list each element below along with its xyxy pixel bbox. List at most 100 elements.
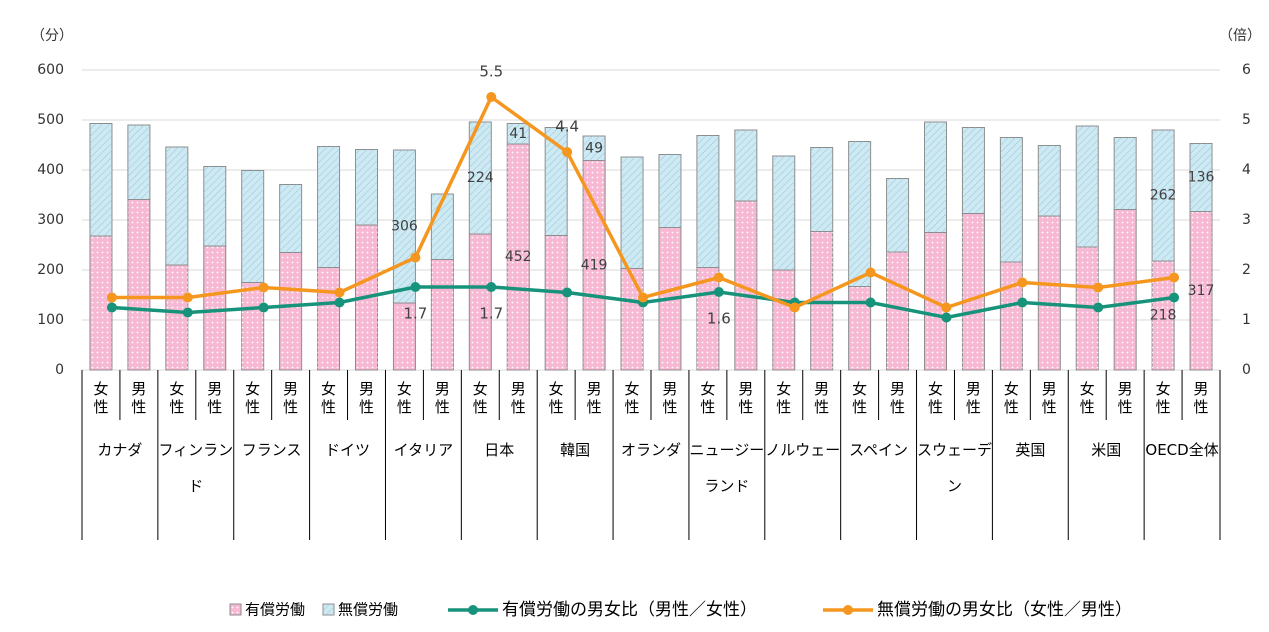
line-marker xyxy=(562,287,573,298)
group-label: ノルウェー xyxy=(765,441,841,459)
x-tick-label: 女性 xyxy=(396,380,412,416)
group-label: オランダ xyxy=(620,441,681,459)
line-marker xyxy=(410,282,421,292)
bar-texture xyxy=(924,122,947,233)
bar-texture xyxy=(1000,262,1023,370)
bar-texture xyxy=(1114,137,1137,210)
bar-texture xyxy=(279,184,302,253)
data-label: 452 xyxy=(505,249,532,265)
bar-texture xyxy=(583,136,606,161)
group-label: ドイツ xyxy=(325,441,371,459)
group-label: 韓国 xyxy=(560,441,591,459)
bar-texture xyxy=(89,236,112,370)
x-tick-label: 男性 xyxy=(738,380,754,416)
bar-texture xyxy=(621,268,644,370)
line-marker xyxy=(941,302,952,313)
line-marker xyxy=(1093,282,1104,293)
x-tick-label: 男性 xyxy=(1193,380,1209,416)
x-tick-label: 女性 xyxy=(700,380,716,416)
line-marker xyxy=(865,267,876,278)
bar-texture xyxy=(127,125,150,200)
data-label: 419 xyxy=(581,257,608,273)
line-marker xyxy=(562,147,573,157)
bar-texture xyxy=(734,201,757,370)
y-tick-label: 600 xyxy=(37,62,64,78)
bar-texture xyxy=(165,265,188,370)
bar-texture xyxy=(1190,211,1213,370)
bar-texture xyxy=(203,166,226,246)
bar-texture xyxy=(469,234,492,370)
line-marker xyxy=(789,302,800,313)
x-tick-label: 女性 xyxy=(93,380,109,416)
legend-label: 有償労働 xyxy=(245,601,305,619)
line-marker xyxy=(258,302,269,313)
legend-label: 無償労働 xyxy=(338,601,398,619)
bar-texture xyxy=(393,303,416,370)
bar-texture xyxy=(658,154,681,228)
x-tick-label: 女性 xyxy=(548,380,564,416)
line-label: 1.7 xyxy=(479,305,503,323)
x-tick-label: 男性 xyxy=(434,380,450,416)
x-tick-label: 女性 xyxy=(245,380,261,416)
bar-texture xyxy=(355,149,378,225)
line-marker xyxy=(1169,292,1180,303)
group-label: カナダ xyxy=(97,441,143,459)
line-marker xyxy=(486,282,497,292)
y2-tick-label: 0 xyxy=(1242,362,1251,378)
legend-marker xyxy=(468,605,479,615)
line-marker xyxy=(334,287,345,298)
line-marker xyxy=(713,287,724,297)
x-tick-label: 女性 xyxy=(852,380,868,416)
legend-label: 有償労働の男女比（男性／女性） xyxy=(502,600,757,620)
y-tick-label: 300 xyxy=(37,212,64,228)
bar-texture xyxy=(621,157,644,269)
x-tick-label: 女性 xyxy=(927,380,943,416)
data-label: 136 xyxy=(1188,170,1215,186)
bar-texture xyxy=(886,178,909,252)
x-tick-label: 女性 xyxy=(1155,380,1171,416)
bar-texture xyxy=(1038,216,1061,370)
line-marker xyxy=(638,292,648,303)
group-label: ニュージーランド xyxy=(689,441,765,495)
line-label: 5.5 xyxy=(479,63,503,81)
bar-texture xyxy=(772,156,795,270)
line-marker xyxy=(1093,302,1104,313)
data-label: 218 xyxy=(1150,308,1177,324)
line-marker xyxy=(1169,272,1180,283)
x-tick-label: 男性 xyxy=(814,380,830,416)
x-tick-label: 女性 xyxy=(169,380,185,416)
bar-texture xyxy=(1152,130,1175,261)
y2-axis-label: （倍） xyxy=(1219,28,1261,44)
bar-texture xyxy=(241,170,264,283)
y2-tick-label: 5 xyxy=(1242,112,1251,128)
y2-tick-label: 3 xyxy=(1242,212,1251,228)
y-tick-label: 500 xyxy=(37,112,64,128)
y-tick-label: 400 xyxy=(37,162,64,178)
data-label: 41 xyxy=(509,126,527,142)
bar-texture xyxy=(1076,126,1099,247)
y2-tick-label: 1 xyxy=(1242,312,1251,328)
bar-texture xyxy=(545,235,568,370)
y-axis-label: （分） xyxy=(31,28,73,44)
legend-swatch-texture xyxy=(323,604,335,615)
group-label: 日本 xyxy=(484,441,515,459)
bar-texture xyxy=(507,123,530,144)
group-label: イタリア xyxy=(393,441,454,459)
group-label: OECD全体 xyxy=(1145,441,1219,459)
line-label: 1.6 xyxy=(707,310,731,328)
x-tick-label: 男性 xyxy=(510,380,526,416)
bar-texture xyxy=(507,144,530,370)
bar-texture xyxy=(165,147,188,265)
bar-texture xyxy=(1114,209,1137,370)
line-marker xyxy=(106,302,117,313)
line-marker xyxy=(1017,277,1028,288)
x-tick-label: 男性 xyxy=(662,380,678,416)
bar-texture xyxy=(1152,261,1175,370)
line-marker xyxy=(941,312,952,323)
bar-texture xyxy=(772,270,795,370)
y-tick-label: 200 xyxy=(37,262,64,278)
data-label: 224 xyxy=(467,170,494,186)
bar-texture xyxy=(203,246,226,370)
bar-texture xyxy=(848,141,871,287)
